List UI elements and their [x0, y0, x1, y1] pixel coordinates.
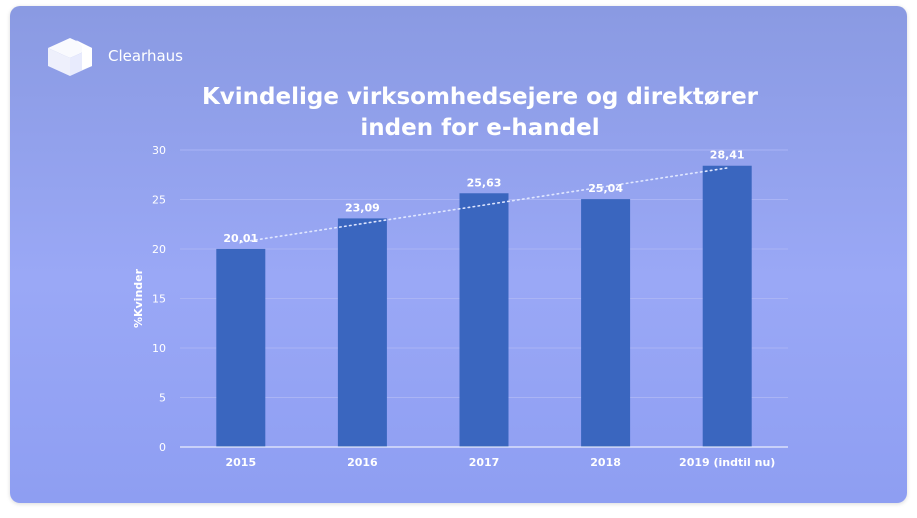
bars	[216, 165, 752, 447]
x-tick-label: 2016	[347, 456, 378, 469]
bar	[216, 248, 266, 447]
x-axis-ticks: 2015 2016 2017 2018 2019 (indtil nu)	[225, 456, 775, 469]
y-tick-label: 10	[152, 342, 166, 355]
bar	[581, 199, 631, 447]
trendline	[240, 167, 729, 244]
trendline-line	[240, 167, 729, 244]
chart-title: Kvindelige virksomhedsejere og direktøre…	[190, 82, 770, 144]
data-label: 20,01	[223, 232, 258, 245]
x-tick-label: 2019 (indtil nu)	[679, 456, 775, 469]
x-tick-label: 2017	[469, 456, 500, 469]
chart-card: Clearhaus Kvindelige virksomhedsejere og…	[10, 6, 907, 503]
data-label: 25,04	[588, 182, 623, 195]
bar	[702, 165, 752, 447]
chart-title-line-2: inden for e-handel	[360, 115, 600, 141]
data-label: 23,09	[345, 201, 380, 214]
data-label: 25,63	[467, 176, 502, 189]
data-labels: 20,01 23,09 25,63 25,04 28,41	[223, 149, 744, 245]
bar	[337, 218, 387, 447]
cube-logo-icon	[48, 38, 92, 76]
y-tick-label: 0	[159, 441, 166, 454]
x-tick-label: 2018	[590, 456, 621, 469]
y-tick-label: 30	[152, 144, 166, 157]
y-tick-label: 25	[152, 194, 166, 207]
x-tick-label: 2015	[225, 456, 256, 469]
y-tick-label: 5	[159, 392, 166, 405]
bar	[459, 193, 509, 447]
y-axis-ticks: 0 5 10 15 20 25 30	[152, 144, 166, 454]
y-axis-label: %Kvinder	[132, 268, 145, 328]
data-label: 28,41	[710, 149, 745, 162]
bar-chart: 0 5 10 15 20 25 30 20,01 23,09 25,63 25,04 28,41 2…	[132, 144, 788, 469]
brand: Clearhaus	[48, 36, 183, 76]
brand-name: Clearhaus	[108, 47, 183, 65]
chart-title-line-1: Kvindelige virksomhedsejere og direktøre…	[201, 84, 759, 110]
y-tick-label: 15	[152, 293, 166, 306]
y-tick-label: 20	[152, 243, 166, 256]
